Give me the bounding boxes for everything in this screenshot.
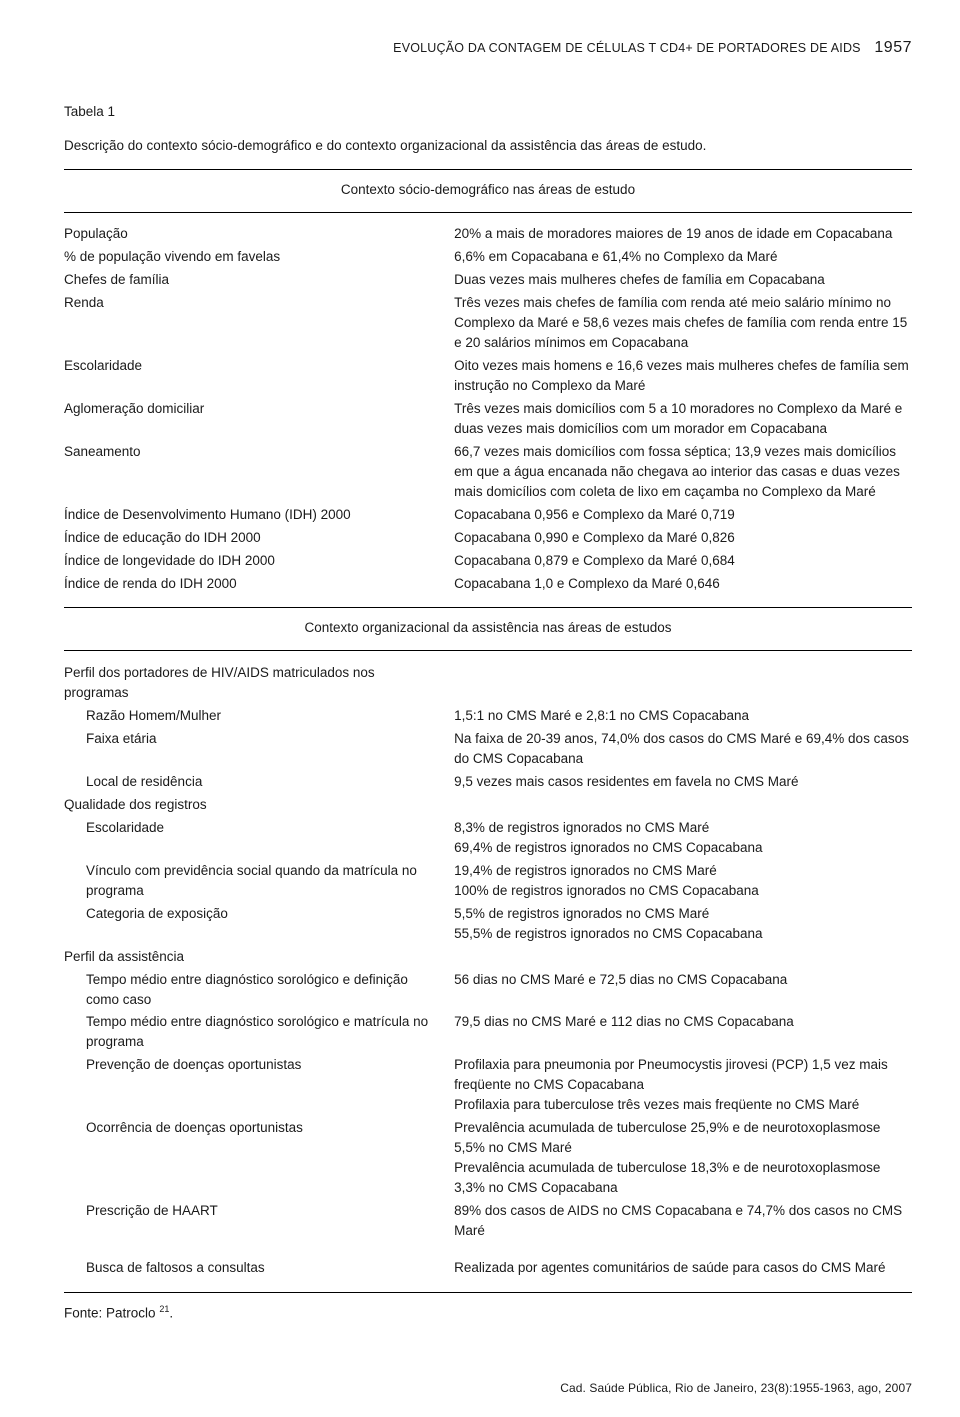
table-row: Aglomeração domiciliarTrês vezes mais do… [64, 398, 912, 441]
table-row: Busca de faltosos a consultasRealizada p… [64, 1257, 912, 1280]
row-label: Prevenção de doenças oportunistas [64, 1054, 454, 1117]
section2-table: Perfil dos portadores de HIV/AIDS matric… [64, 661, 912, 1279]
row-value: Três vezes mais chefes de família com re… [454, 292, 912, 355]
footer-citation: Cad. Saúde Pública, Rio de Janeiro, 23(8… [64, 1379, 912, 1397]
table-row: Prescrição de HAART89% dos casos de AIDS… [64, 1200, 912, 1243]
group-head-label: Qualidade dos registros [64, 793, 454, 816]
table-row: Prevenção de doenças oportunistasProfila… [64, 1054, 912, 1117]
row-label: Índice de Desenvolvimento Humano (IDH) 2… [64, 503, 454, 526]
table-row: Índice de renda do IDH 2000Copacabana 1,… [64, 572, 912, 595]
row-value: Profilaxia para pneumonia por Pneumocyst… [454, 1054, 912, 1117]
table-row: Vínculo com previdência social quando da… [64, 859, 912, 902]
table-row: % de população vivendo em favelas6,6% em… [64, 246, 912, 269]
row-label: Prescrição de HAART [64, 1200, 454, 1243]
table-row: Tempo médio entre diagnóstico sorológico… [64, 1011, 912, 1054]
row-label: Tempo médio entre diagnóstico sorológico… [64, 1011, 454, 1054]
row-label: Razão Homem/Mulher [64, 704, 454, 727]
row-label: Índice de longevidade do IDH 2000 [64, 549, 454, 572]
row-value: 79,5 dias no CMS Maré e 112 dias no CMS … [454, 1011, 912, 1054]
table-row: População20% a mais de moradores maiores… [64, 223, 912, 246]
row-label: Renda [64, 292, 454, 355]
empty-cell [454, 945, 912, 968]
row-value: Copacabana 0,990 e Complexo da Maré 0,82… [454, 526, 912, 549]
empty-cell [454, 793, 912, 816]
source-prefix: Fonte: Patroclo [64, 1305, 159, 1320]
row-label: Aglomeração domiciliar [64, 398, 454, 441]
row-label: Tempo médio entre diagnóstico sorológico… [64, 968, 454, 1011]
section1-table: População20% a mais de moradores maiores… [64, 223, 912, 595]
row-value: Três vezes mais domicílios com 5 a 10 mo… [454, 398, 912, 441]
group-head-row: Perfil dos portadores de HIV/AIDS matric… [64, 661, 912, 704]
row-label: Categoria de exposição [64, 902, 454, 945]
row-value: 20% a mais de moradores maiores de 19 an… [454, 223, 912, 246]
empty-cell [454, 661, 912, 704]
row-value: Copacabana 0,956 e Complexo da Maré 0,71… [454, 503, 912, 526]
row-label: Ocorrência de doenças oportunistas [64, 1117, 454, 1200]
row-label: Saneamento [64, 440, 454, 503]
row-value: 89% dos casos de AIDS no CMS Copacabana … [454, 1200, 912, 1243]
running-head: EVOLUÇÃO DA CONTAGEM DE CÉLULAS T CD4+ D… [64, 36, 912, 60]
table-row: Índice de Desenvolvimento Humano (IDH) 2… [64, 503, 912, 526]
section2-head: Contexto organizacional da assistência n… [64, 618, 912, 638]
table-row: RendaTrês vezes mais chefes de família c… [64, 292, 912, 355]
row-value: Prevalência acumulada de tuberculose 25,… [454, 1117, 912, 1200]
table-row: EscolaridadeOito vezes mais homens e 16,… [64, 355, 912, 398]
row-value: Duas vezes mais mulheres chefes de famíl… [454, 269, 912, 292]
spacer-row [64, 1243, 912, 1257]
rule-section1 [64, 212, 912, 213]
table-row: Tempo médio entre diagnóstico sorológico… [64, 968, 912, 1011]
table-row: Local de residência9,5 vezes mais casos … [64, 770, 912, 793]
row-label: Escolaridade [64, 816, 454, 859]
row-value: 5,5% de registros ignorados no CMS Maré5… [454, 902, 912, 945]
source-suffix: . [169, 1305, 173, 1320]
row-label: Vínculo com previdência social quando da… [64, 859, 454, 902]
row-label: Índice de educação do IDH 2000 [64, 526, 454, 549]
table-row: Saneamento66,7 vezes mais domicílios com… [64, 440, 912, 503]
table-label: Tabela 1 [64, 102, 912, 122]
row-value: 6,6% em Copacabana e 61,4% no Complexo d… [454, 246, 912, 269]
rule-section2 [64, 650, 912, 651]
table-row: Índice de longevidade do IDH 2000Copacab… [64, 549, 912, 572]
rule-top [64, 169, 912, 170]
rule-mid [64, 607, 912, 608]
row-label: Chefes de família [64, 269, 454, 292]
row-value: 9,5 vezes mais casos residentes em favel… [454, 770, 912, 793]
row-value: 19,4% de registros ignorados no CMS Maré… [454, 859, 912, 902]
row-value: 66,7 vezes mais domicílios com fossa sép… [454, 440, 912, 503]
row-value: Na faixa de 20-39 anos, 74,0% dos casos … [454, 727, 912, 770]
group-head-label: Perfil dos portadores de HIV/AIDS matric… [64, 661, 454, 704]
row-value: Copacabana 0,879 e Complexo da Maré 0,68… [454, 549, 912, 572]
table-row: Categoria de exposição5,5% de registros … [64, 902, 912, 945]
row-label: Escolaridade [64, 355, 454, 398]
row-value: Oito vezes mais homens e 16,6 vezes mais… [454, 355, 912, 398]
rule-bottom [64, 1292, 912, 1293]
page-number: 1957 [874, 39, 912, 56]
row-value: Realizada por agentes comunitários de sa… [454, 1257, 912, 1280]
row-label: Busca de faltosos a consultas [64, 1257, 454, 1280]
section1-head: Contexto sócio-demográfico nas áreas de … [64, 180, 912, 200]
group-head-label: Perfil da assistência [64, 945, 454, 968]
row-value: 8,3% de registros ignorados no CMS Maré6… [454, 816, 912, 859]
table-row: Ocorrência de doenças oportunistasPreval… [64, 1117, 912, 1200]
table-row: Razão Homem/Mulher1,5:1 no CMS Maré e 2,… [64, 704, 912, 727]
table-row: Faixa etáriaNa faixa de 20-39 anos, 74,0… [64, 727, 912, 770]
row-label: Local de residência [64, 770, 454, 793]
table-row: Índice de educação do IDH 2000Copacabana… [64, 526, 912, 549]
table-row: Escolaridade8,3% de registros ignorados … [64, 816, 912, 859]
row-value: 1,5:1 no CMS Maré e 2,8:1 no CMS Copacab… [454, 704, 912, 727]
row-label: Faixa etária [64, 727, 454, 770]
row-label: População [64, 223, 454, 246]
source-line: Fonte: Patroclo 21. [64, 1303, 912, 1324]
row-value: 56 dias no CMS Maré e 72,5 dias no CMS C… [454, 968, 912, 1011]
source-ref: 21 [159, 1304, 169, 1314]
row-value: Copacabana 1,0 e Complexo da Maré 0,646 [454, 572, 912, 595]
row-label: Índice de renda do IDH 2000 [64, 572, 454, 595]
group-head-row: Perfil da assistência [64, 945, 912, 968]
running-title: EVOLUÇÃO DA CONTAGEM DE CÉLULAS T CD4+ D… [393, 41, 861, 55]
table-caption: Descrição do contexto sócio-demográfico … [64, 136, 912, 156]
table-row: Chefes de famíliaDuas vezes mais mulhere… [64, 269, 912, 292]
group-head-row: Qualidade dos registros [64, 793, 912, 816]
row-label: % de população vivendo em favelas [64, 246, 454, 269]
